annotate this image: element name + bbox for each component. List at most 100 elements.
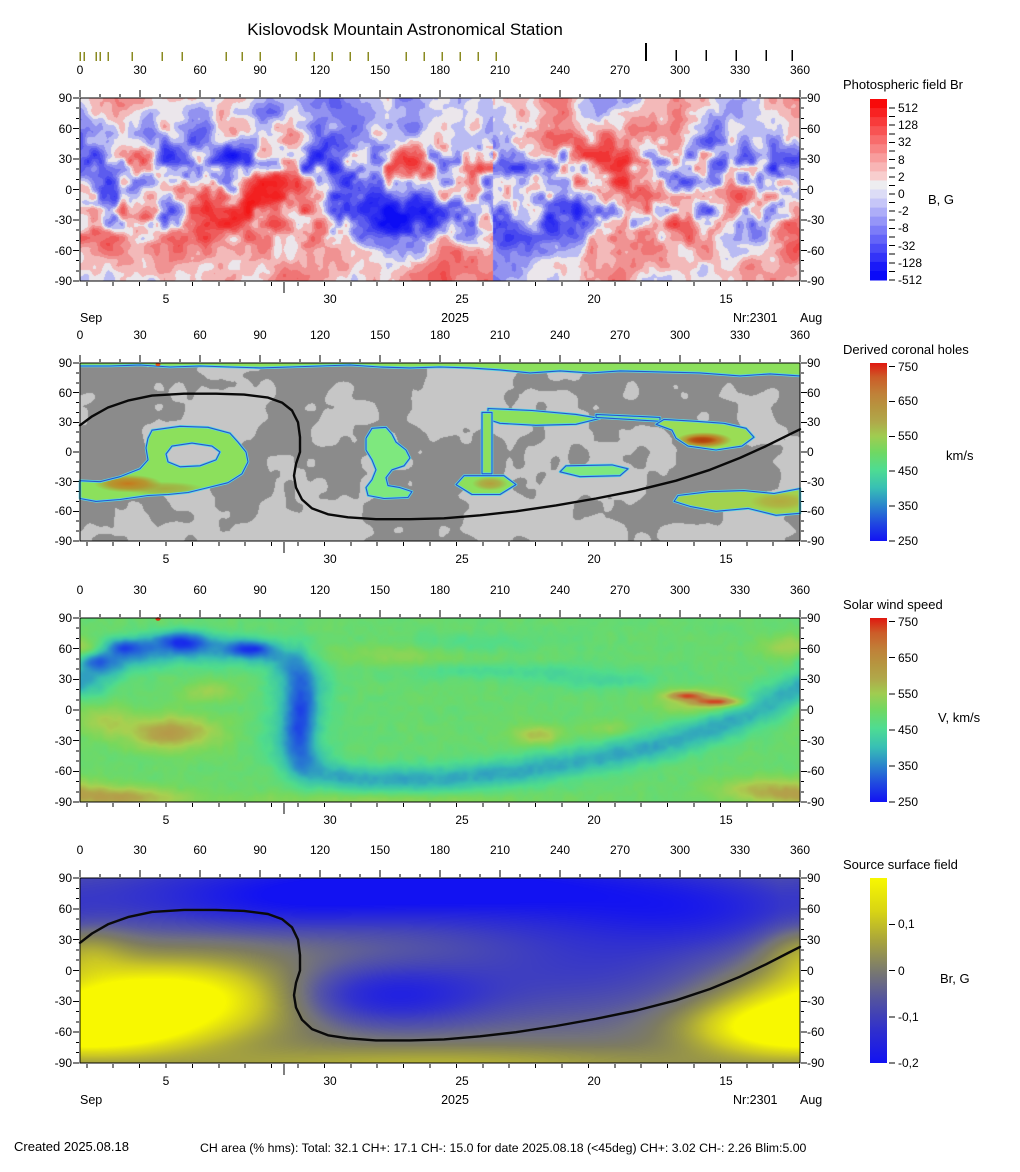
colorbar-tick-label: 250 [898,534,919,548]
y-tick-label-right: -30 [807,733,825,748]
colorbar-tick-label: 128 [898,118,919,133]
y-tick-label-left: -60 [54,1025,72,1040]
y-tick-label-right: -60 [807,504,825,519]
y-tick-label-right: -60 [807,764,825,779]
y-tick-label-left: -30 [54,733,72,748]
y-tick-label-left: -30 [54,994,72,1009]
x-tick-label: 330 [729,843,751,857]
y-tick-label-right: -60 [807,243,825,258]
colorbar-tick-label: 650 [898,650,919,665]
y-tick-label-right: 90 [807,871,821,885]
y-tick-label-left: -90 [54,1056,72,1070]
x-tick-label: 180 [429,843,451,857]
date-tick-label: 15 [719,292,733,306]
y-tick-label-right: 30 [807,415,821,430]
colorbar-tick-label: 250 [898,795,919,809]
date-tick-label: 25 [455,813,469,827]
year-label: 2025 [441,311,469,325]
x-tick-label: 270 [609,63,631,77]
y-tick-label-left: -90 [54,534,72,548]
y-tick-label-right: 90 [807,356,821,370]
colorbar-title-source-surface: Source surface field [843,857,958,872]
year-label: 2025 [441,1093,469,1107]
colorbar-tick-label: -0,2 [898,1056,919,1070]
y-tick-label-right: 0 [807,445,814,459]
colorbar-band [870,108,887,118]
panel-source-surface-heatmap [80,878,800,1063]
y-tick-label-left: 30 [58,672,72,687]
x-tick-label: 180 [429,583,451,597]
y-tick-label-left: 0 [65,703,72,717]
colorbar-band [870,252,887,263]
x-tick-label: 30 [133,328,147,342]
y-tick-label-right: -60 [807,1025,825,1040]
y-tick-label-left: 90 [58,871,72,885]
panel-solar-wind-heatmap [80,618,800,802]
y-tick-label-left: -90 [54,795,72,809]
y-tick-label-left: 0 [65,963,72,978]
x-tick-label: 210 [489,583,511,597]
x-tick-label: 270 [609,328,631,342]
y-tick-label-left: -60 [54,243,72,258]
colorbar-band [870,135,887,145]
x-tick-label: 120 [309,583,331,597]
panel-coronal-holes-heatmap [80,363,800,541]
colorbar [870,363,887,541]
y-tick-label-right: 90 [807,611,821,625]
date-tick-label: 5 [162,552,170,566]
y-tick-label-left: 30 [58,415,72,430]
colorbar-tick-label: 650 [898,394,919,409]
x-tick-label: 150 [369,843,391,857]
y-tick-label-left: 0 [65,182,72,197]
x-tick-label: 60 [193,843,207,857]
y-tick-label-left: -30 [54,213,72,227]
date-tick-label: 5 [162,292,170,306]
colorbar-band [870,126,887,136]
colorbar-title-solar-wind: Solar wind speed [843,597,943,612]
x-tick-label: 0 [76,328,84,342]
colorbar-tick-label: 0 [898,187,905,201]
y-tick-label-right: -30 [807,213,825,227]
y-tick-label-right: 60 [807,901,821,916]
date-tick-label: 30 [323,552,337,566]
x-tick-label: 300 [669,63,691,77]
y-tick-label-left: 90 [58,91,72,105]
x-tick-label: 240 [549,843,571,857]
colorbar-band [870,189,887,200]
colorbar-band [870,171,887,181]
y-tick-label-left: -60 [54,504,72,519]
y-tick-label-left: 0 [65,445,72,459]
x-tick-label: 0 [76,843,84,857]
colorbar-band [870,261,887,272]
x-tick-label: 0 [76,63,84,77]
colorbar-tick-label: 2 [898,169,905,184]
colorbar-unit-photospheric: B, G [928,192,955,207]
colorbar-band [870,180,887,190]
y-tick-label-right: -30 [807,994,825,1009]
y-tick-label-left: 60 [58,901,72,916]
y-tick-label-left: 90 [58,611,72,625]
y-tick-label-left: 60 [58,641,72,656]
x-tick-label: 30 [133,583,147,597]
colorbar-tick-label: 0,1 [898,917,915,932]
colorbar-tick-label: 350 [898,499,919,514]
x-tick-label: 150 [369,328,391,342]
colorbar-tick-label: -2 [898,204,909,219]
colorbar-band [870,270,887,281]
y-tick-label-left: 60 [58,385,72,400]
date-tick-label: 25 [455,1074,469,1088]
colorbar-tick-label: 550 [898,429,919,444]
date-tick-label: 20 [587,292,601,306]
date-tick-label: 30 [323,1074,337,1088]
y-tick-label-left: -30 [54,474,72,489]
x-tick-label: 180 [429,63,451,77]
date-tick-label: 20 [587,1074,601,1088]
colorbar-title-coronal-holes: Derived coronal holes [843,342,969,357]
colorbar-tick-label: 32 [898,135,912,150]
x-tick-label: 120 [309,63,331,77]
colorbar-band [870,207,887,218]
date-tick-label: 20 [587,813,601,827]
rotation-number-label: Nr:2301 [733,311,778,325]
x-tick-label: 150 [369,583,391,597]
